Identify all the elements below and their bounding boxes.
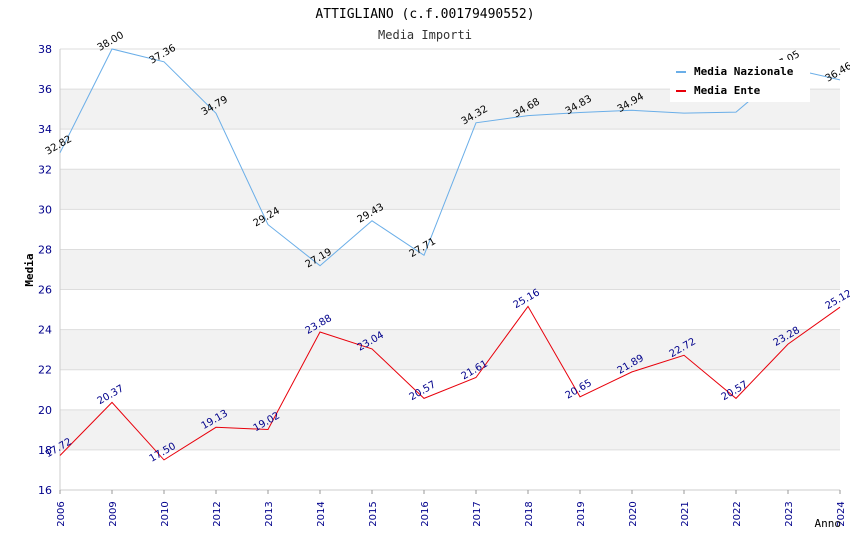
y-tick-label: 38 [38,43,52,56]
x-tick-label: 2018 [524,501,535,526]
grid-lines [60,48,840,491]
data-label: 20.57 [720,379,750,403]
series-line-media-ente [59,305,841,461]
data-label: 36.46 [824,61,850,85]
y-tick-label: 22 [38,364,52,377]
y-tick-label: 20 [38,404,52,417]
x-tick-label: 2014 [316,501,327,526]
data-label: 38.00 [96,30,126,54]
legend: Media Nazionale Media Ente [670,60,810,102]
x-tick-label: 2013 [264,501,275,526]
data-label: 25.12 [824,288,850,312]
x-tick-label: 2006 [56,501,67,526]
data-label: 17.72 [44,436,74,460]
data-label: 20.65 [564,378,594,402]
x-tick-label: 2016 [420,501,431,526]
y-tick-label: 32 [38,163,52,176]
grid-band [60,329,840,370]
y-tick-label: 28 [38,243,52,256]
series-line-media-nazionale [59,48,841,267]
data-label: 20.57 [408,379,438,403]
axes [59,49,840,491]
x-tick-label: 2020 [628,501,639,526]
x-tick-label: 2015 [368,501,379,526]
y-tick-label: 26 [38,284,52,297]
x-axis-label: Anno [815,517,842,530]
chart-subtitle: Media Importi [378,28,472,42]
y-axis-label: Media [23,253,36,286]
y-tick-label: 16 [38,484,52,497]
x-tick-label: 2019 [576,501,587,526]
data-label: 37.36 [148,43,178,67]
x-tick-label: 2012 [212,501,223,526]
x-tick-label: 2022 [732,501,743,526]
y-tick-label: 36 [38,83,52,96]
x-tick-label: 2024 [836,501,847,526]
y-tick-label: 18 [38,444,52,457]
grid-bands [60,89,840,450]
y-tick-label: 24 [38,324,52,337]
grid-band [60,249,840,290]
grid-band [60,409,840,450]
x-tick-label: 2021 [680,501,691,526]
data-label: 32.82 [44,134,74,158]
y-tick-label: 34 [38,123,52,136]
x-tick-labels: 2006 2009 2010 2012 2013 2014 2015 2016 2017 2018… [56,490,847,527]
x-tick-label: 2023 [784,501,795,526]
x-tick-label: 2017 [472,501,483,526]
legend-label-media-nazionale: Media Nazionale [694,65,794,78]
y-tick-label: 30 [38,203,52,216]
x-tick-label: 2009 [108,501,119,526]
chart-title: ATTIGLIANO (c.f.00179490552) [315,7,534,22]
y-tick-labels: 16 18 20 22 24 26 28 30 32 34 36 38 [38,43,52,497]
series-layer [59,48,841,461]
x-tick-label: 2010 [160,501,171,526]
legend-label-media-ente: Media Ente [694,84,761,97]
legend-box [670,60,810,102]
